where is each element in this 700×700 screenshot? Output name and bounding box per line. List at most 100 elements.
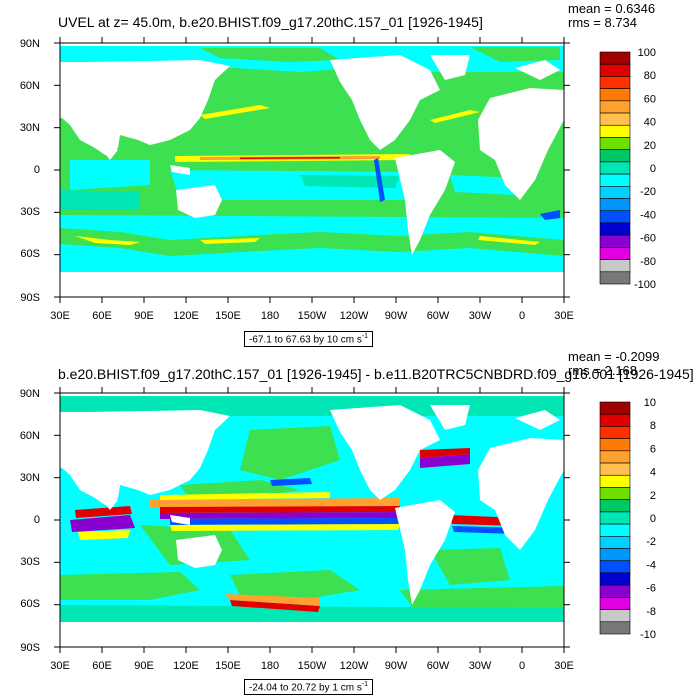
colorbar-swatch xyxy=(599,584,631,598)
lat-label-90N: 90N xyxy=(20,388,40,400)
colorbar-swatch xyxy=(599,210,631,224)
contour-range-note: -67.1 to 67.63 by 10 cm s-1 xyxy=(244,331,374,348)
map-figure: 90N 60N 30N 0 30S 60S 90S 30E 60E 90E 120E 1… xyxy=(20,387,656,672)
lon-label: 90W xyxy=(385,660,408,672)
colorbar-swatch xyxy=(599,259,631,273)
rms-value: rms = 2.168 xyxy=(568,363,638,378)
colorbar-swatch xyxy=(599,426,631,439)
lon-label: 120E xyxy=(173,660,199,672)
range-exponent: -1 xyxy=(361,333,369,340)
colorbar-swatch xyxy=(599,474,631,488)
colorbar-swatch xyxy=(599,149,631,163)
map-field xyxy=(60,393,564,647)
lon-label: 90W xyxy=(385,310,408,322)
lon-label: 120E xyxy=(173,310,199,322)
bottom-map-panel: b.e20.BHIST.f09_g17.20thC.157_01 [1926-1… xyxy=(0,350,700,700)
colorbar-swatch xyxy=(599,137,631,150)
colorbar-label: 0 xyxy=(650,513,656,525)
lat-label-90N: 90N xyxy=(20,38,40,50)
mean-value: mean = -0.2099 xyxy=(568,349,660,364)
mean-value: mean = 0.6346 xyxy=(568,1,656,16)
colorbar-swatch xyxy=(599,401,631,415)
lon-label: 30E xyxy=(50,660,70,672)
colorbar-label: 2 xyxy=(650,490,656,502)
colorbar-swatch xyxy=(599,124,631,138)
contour-range-note: -24.04 to 20.72 by 1 cm s-1 xyxy=(244,679,374,696)
colorbar-swatch xyxy=(599,597,631,610)
lat-label-90S: 90S xyxy=(20,292,40,304)
lat-label-30S: 30S xyxy=(20,556,40,568)
lon-label: 120W xyxy=(340,660,369,672)
lon-label: 60W xyxy=(427,310,450,322)
colorbar-label: 80 xyxy=(644,70,656,82)
lat-label-0: 0 xyxy=(34,164,40,176)
lat-label-0: 0 xyxy=(34,514,40,526)
lon-label: 90E xyxy=(134,660,154,672)
colorbar-swatch xyxy=(599,100,631,114)
colorbar-swatch xyxy=(599,450,631,464)
map-figure: 90N 60N 30N 0 30S 60S 90S 30E 60E 90E 120E 1… xyxy=(20,37,656,322)
lon-labels: 30E 60E 90E 120E 150E 180 150W 120W 90W 60W 30W 0 30… xyxy=(50,660,574,672)
lon-label: 90E xyxy=(134,310,154,322)
lon-label: 30E xyxy=(50,310,70,322)
colorbar-label: -20 xyxy=(640,186,656,198)
lon-label: 30E xyxy=(554,660,574,672)
colorbar-label: -2 xyxy=(646,536,656,548)
lon-label: 30E xyxy=(554,310,574,322)
colorbar-swatch xyxy=(599,511,631,525)
colorbar-swatch xyxy=(599,271,631,285)
colorbar-swatch xyxy=(599,536,631,549)
lon-label: 30W xyxy=(469,310,492,322)
lon-label: 60E xyxy=(92,660,112,672)
lon-label: 60W xyxy=(427,660,450,672)
lon-label: 0 xyxy=(519,310,525,322)
lat-label-30N: 30N xyxy=(20,472,40,484)
colorbar-swatch xyxy=(599,523,631,537)
map-title: b.e20.BHIST.f09_g17.20thC.157_01 [1926-1… xyxy=(58,366,694,382)
lon-labels: 30E 60E 90E 120E 150E 180 150W 120W 90W 60W 30W 0 30… xyxy=(50,310,574,322)
colorbar-swatch xyxy=(599,609,631,623)
land-mask xyxy=(60,55,564,297)
colorbar-label: -10 xyxy=(640,629,656,641)
colorbar-swatch xyxy=(599,247,631,260)
colorbar-swatch xyxy=(599,173,631,187)
range-exponent: -1 xyxy=(361,681,369,688)
colorbar-swatch xyxy=(599,621,631,635)
colorbar-swatch xyxy=(599,222,631,236)
lon-label: 30W xyxy=(469,660,492,672)
colorbar-label: -60 xyxy=(640,233,656,245)
colorbar-swatch xyxy=(599,548,631,562)
lon-label: 150E xyxy=(215,660,241,672)
colorbar-swatch xyxy=(599,51,631,65)
map-field xyxy=(60,43,564,297)
map-title: UVEL at z= 45.0m, b.e20.BHIST.f09_g17.20… xyxy=(58,14,483,30)
rms-value: rms = 8.734 xyxy=(568,15,638,30)
colorbar-label: -4 xyxy=(646,559,656,571)
colorbar-swatch xyxy=(599,413,631,427)
colorbar-swatch xyxy=(599,438,631,452)
colorbar-swatch xyxy=(599,88,631,102)
colorbar: 10 8 6 4 2 0 -2 -4 -6 -8 -10 xyxy=(599,397,656,641)
colorbar-swatch xyxy=(599,112,631,126)
colorbar-label: 60 xyxy=(644,93,656,105)
colorbar-label: 10 xyxy=(644,397,656,409)
colorbar-label: 40 xyxy=(644,117,656,129)
lat-label-90S: 90S xyxy=(20,642,40,654)
colorbar-swatch xyxy=(599,198,631,212)
lat-label-60N: 60N xyxy=(20,80,40,92)
colorbar-swatch xyxy=(599,234,631,248)
lon-label: 60E xyxy=(92,310,112,322)
lon-label: 180 xyxy=(261,660,279,672)
colorbar-label: -6 xyxy=(646,583,656,595)
lat-label-60S: 60S xyxy=(20,248,40,260)
colorbar-swatch xyxy=(599,572,631,586)
range-text: -24.04 to 20.72 by 1 cm s xyxy=(249,682,362,694)
lat-label-60N: 60N xyxy=(20,430,40,442)
colorbar-label: -80 xyxy=(640,256,656,268)
colorbar-label: 20 xyxy=(644,140,656,152)
colorbar: 100 80 60 40 20 0 -20 -40 -60 -80 -100 xyxy=(599,47,656,291)
lon-label: 120W xyxy=(340,310,369,322)
lat-label-60S: 60S xyxy=(20,598,40,610)
colorbar-label: 0 xyxy=(650,163,656,175)
lon-label: 180 xyxy=(261,310,279,322)
